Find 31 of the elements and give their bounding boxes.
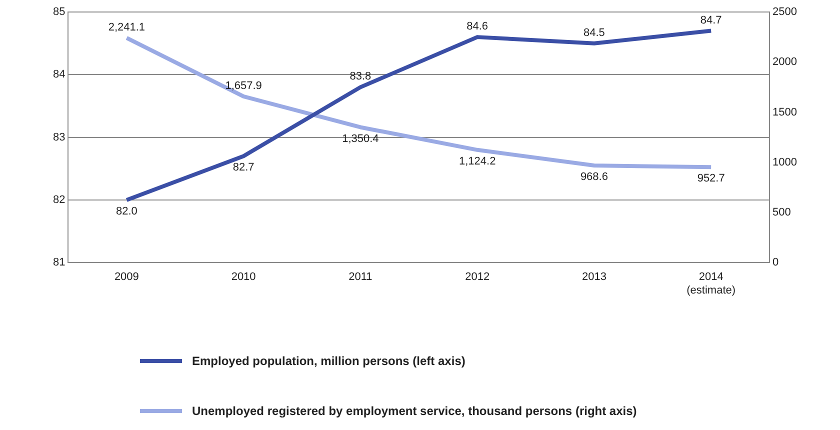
data-label: 84.6	[466, 20, 488, 33]
legend-label: Unemployed registered by employment service, thousand persons (right axis)	[192, 404, 637, 418]
data-label: 82.7	[232, 162, 254, 174]
data-label: 84.7	[700, 14, 722, 26]
y2-tick-label: 500	[772, 206, 791, 219]
y2-tick-label: 1500	[772, 106, 798, 118]
data-label: 2,241.1	[108, 21, 146, 34]
x-tick-label: 2009	[114, 271, 139, 284]
y2-tick-label: 2500	[772, 6, 798, 18]
y2-tick-label: 0	[772, 256, 779, 269]
data-label: 82.0	[116, 205, 138, 218]
legend-label: Employed population, million persons (left axis)	[192, 354, 466, 368]
x-tick-label: 2012	[465, 271, 490, 284]
y2-tick-label: 1000	[772, 156, 798, 168]
y-tick-label: 84	[52, 68, 66, 81]
y-tick-label: 85	[52, 6, 66, 18]
y2-tick-label: 2000	[772, 56, 798, 68]
data-label: 952.7	[697, 172, 725, 185]
x-tick-label: 2010	[231, 271, 256, 284]
data-label: 1,657.9	[225, 80, 262, 92]
data-label: 83.8	[350, 70, 372, 83]
data-label: 1,350.4	[342, 132, 379, 145]
x-tick-label: 2014 (estimate)	[686, 271, 736, 296]
x-tick-label: 2013	[582, 271, 606, 284]
data-label: 1,124.2	[458, 155, 496, 168]
data-label: 84.5	[583, 26, 605, 39]
y-tick-label: 82	[52, 194, 66, 206]
x-tick-label: 2011	[348, 271, 372, 284]
y-tick-label: 83	[52, 131, 66, 144]
y-tick-label: 81	[52, 256, 66, 269]
data-label: 968.6	[580, 171, 608, 184]
